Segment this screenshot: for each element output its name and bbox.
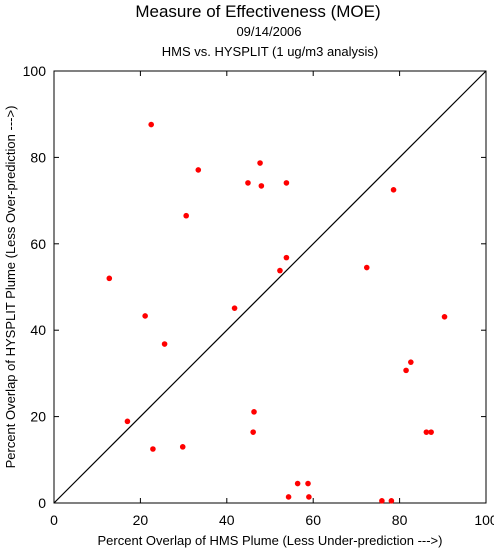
y-tick-label: 60 bbox=[30, 236, 46, 252]
x-tick-label: 40 bbox=[219, 512, 235, 528]
data-point bbox=[305, 480, 311, 487]
data-point bbox=[251, 409, 257, 415]
data-point bbox=[257, 160, 263, 166]
data-point bbox=[294, 480, 301, 487]
data-point bbox=[161, 341, 168, 347]
x-tick-label: 60 bbox=[305, 512, 321, 528]
data-point bbox=[441, 314, 448, 320]
data-point bbox=[231, 305, 238, 311]
chart-date: 09/14/2006 bbox=[236, 24, 301, 39]
data-point bbox=[258, 183, 265, 189]
x-axis-ticks: 0 20 40 60 80 100 bbox=[50, 71, 494, 528]
chart-subtitle: HMS vs. HYSPLIT (1 ug/m3 analysis) bbox=[162, 44, 379, 59]
one-to-one-line bbox=[53, 70, 487, 504]
x-tick-label: 20 bbox=[133, 512, 149, 528]
y-tick-label: 100 bbox=[23, 63, 47, 79]
data-point bbox=[179, 444, 186, 450]
y-axis-ticks: 0 20 40 60 80 100 bbox=[23, 63, 486, 511]
data-point bbox=[277, 267, 283, 274]
chart-title: Measure of Effectiveness (MOE) bbox=[135, 2, 380, 21]
data-point bbox=[183, 212, 189, 219]
x-tick-label: 100 bbox=[474, 512, 494, 528]
data-point bbox=[403, 367, 409, 374]
plot-area bbox=[53, 70, 487, 504]
x-tick-label: 80 bbox=[392, 512, 408, 528]
data-point bbox=[285, 494, 292, 500]
y-tick-label: 20 bbox=[30, 409, 46, 425]
x-axis-label: Percent Overlap of HMS Plume (Less Under… bbox=[98, 533, 443, 548]
data-point bbox=[106, 275, 113, 282]
data-point bbox=[250, 429, 256, 435]
data-point bbox=[423, 429, 430, 435]
data-point bbox=[148, 121, 154, 128]
y-axis-label: Percent Overlap of HYSPLIT Plume (Less O… bbox=[3, 106, 18, 469]
data-point bbox=[306, 494, 312, 500]
data-point bbox=[408, 359, 414, 365]
data-point bbox=[390, 187, 397, 193]
y-tick-label: 40 bbox=[30, 322, 46, 338]
data-point bbox=[150, 446, 156, 452]
data-point bbox=[363, 264, 370, 271]
data-point bbox=[195, 167, 202, 173]
y-tick-label: 80 bbox=[30, 149, 46, 165]
data-point bbox=[379, 498, 385, 504]
data-points bbox=[106, 121, 448, 504]
y-tick-label: 0 bbox=[38, 495, 46, 511]
data-point bbox=[428, 429, 434, 435]
x-tick-label: 0 bbox=[50, 512, 58, 528]
data-point bbox=[245, 180, 251, 186]
data-point bbox=[142, 313, 148, 319]
data-point bbox=[283, 254, 290, 261]
data-point bbox=[124, 418, 131, 425]
data-point bbox=[388, 498, 395, 504]
data-point bbox=[283, 180, 290, 186]
